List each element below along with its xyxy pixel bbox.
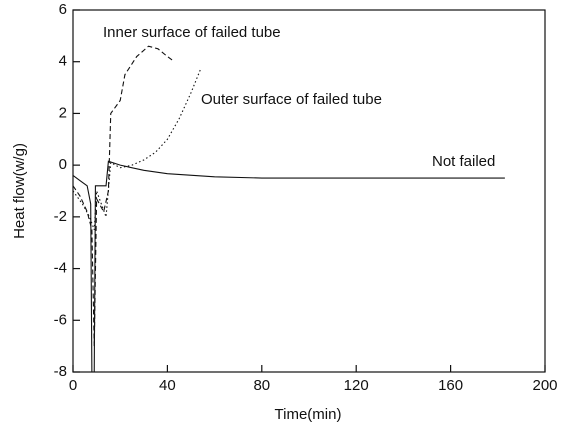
series-annotation: Not failed	[432, 153, 495, 170]
series-annotation: Outer surface of failed tube	[201, 91, 382, 108]
y-tick-label: 4	[59, 53, 67, 70]
series-annotation: Inner surface of failed tube	[103, 24, 281, 41]
y-tick-label: -4	[54, 260, 67, 277]
y-tick-label: -6	[54, 311, 67, 328]
y-axis-label: Heat flow(w/g)	[11, 143, 28, 239]
line-series	[72, 160, 505, 373]
x-tick-label: 80	[253, 377, 270, 394]
x-tick-label: 200	[532, 377, 557, 394]
x-tick-label: 40	[159, 377, 176, 394]
line-series	[72, 45, 175, 347]
x-tick-label: 120	[344, 377, 369, 394]
x-tick-label: 160	[438, 377, 463, 394]
line-series	[72, 69, 201, 230]
plot-frame	[72, 9, 546, 373]
y-tick-label: 6	[59, 1, 67, 18]
y-tick-label: -2	[54, 208, 67, 225]
y-tick-label: -8	[54, 363, 67, 380]
y-tick-label: 2	[59, 104, 67, 121]
x-axis-label: Time(min)	[275, 406, 342, 423]
x-tick-label: 0	[69, 377, 77, 394]
y-tick-label: 0	[59, 156, 67, 173]
